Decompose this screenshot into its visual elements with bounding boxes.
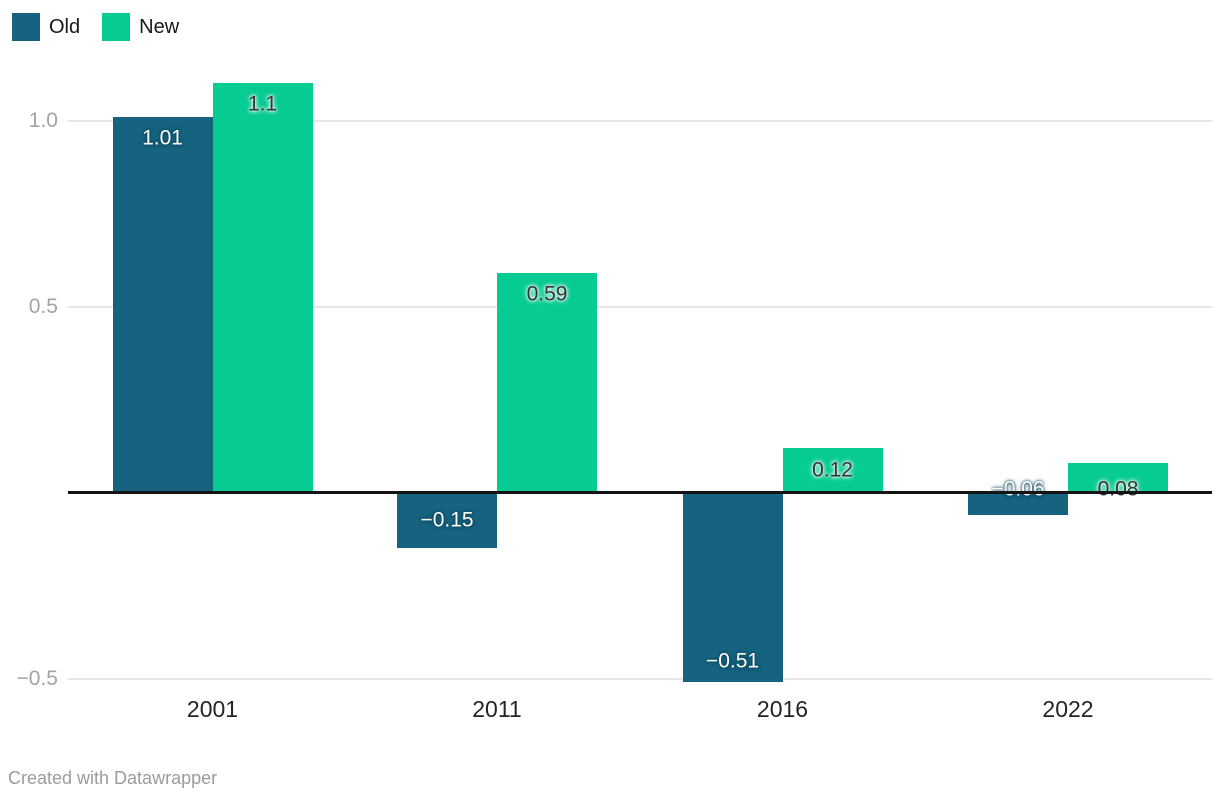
bar-old-2016	[682, 492, 783, 683]
zero-baseline	[68, 491, 1212, 494]
bar-value-label-old-2022: −0.06	[991, 477, 1045, 500]
bar-value-label-new-2016: 0.12	[812, 458, 853, 482]
y-axis-tick-label: 1.0	[28, 108, 58, 132]
x-axis-tick-label-2001: 2001	[186, 696, 239, 722]
bar-value-label-old-2001: 1.01	[142, 126, 183, 150]
legend-swatch-new-icon	[102, 13, 131, 41]
bar-value-label-new-2011: 0.59	[526, 282, 568, 306]
legend-label-old: Old	[49, 16, 81, 38]
legend: Old New	[12, 13, 179, 41]
bar-new-2001	[212, 83, 313, 493]
x-axis-tick-label-2022: 2022	[1042, 696, 1094, 722]
gridline	[68, 119, 1212, 122]
bar-old-2011	[397, 492, 497, 549]
bar-new-2022	[1068, 462, 1168, 493]
legend-item-new: New	[102, 13, 179, 41]
legend-swatch-old-icon	[12, 13, 40, 41]
x-axis-tick-label-2016: 2016	[756, 696, 809, 722]
y-axis-tick-label: −0.5	[16, 666, 58, 690]
x-axis-tick-label-2011: 2011	[472, 696, 522, 722]
bar-value-label-old-2011: −0.15	[420, 508, 474, 532]
bar-old-2022	[968, 492, 1068, 515]
bar-value-label-new-2022: 0.08	[1097, 477, 1139, 500]
y-axis-tick-label: 0.5	[28, 294, 58, 318]
gridline	[68, 677, 1212, 680]
bar-value-label-old-2016: −0.51	[705, 649, 760, 673]
legend-label-new: New	[139, 16, 180, 38]
bar-new-2011	[497, 273, 597, 493]
attribution-text: Created with Datawrapper	[8, 768, 218, 788]
bar-old-2001	[112, 116, 213, 493]
gridline	[68, 305, 1212, 308]
legend-item-old: Old	[12, 13, 80, 41]
bar-value-label-new-2001: 1.1	[247, 92, 278, 116]
bar-new-2016	[782, 447, 883, 493]
